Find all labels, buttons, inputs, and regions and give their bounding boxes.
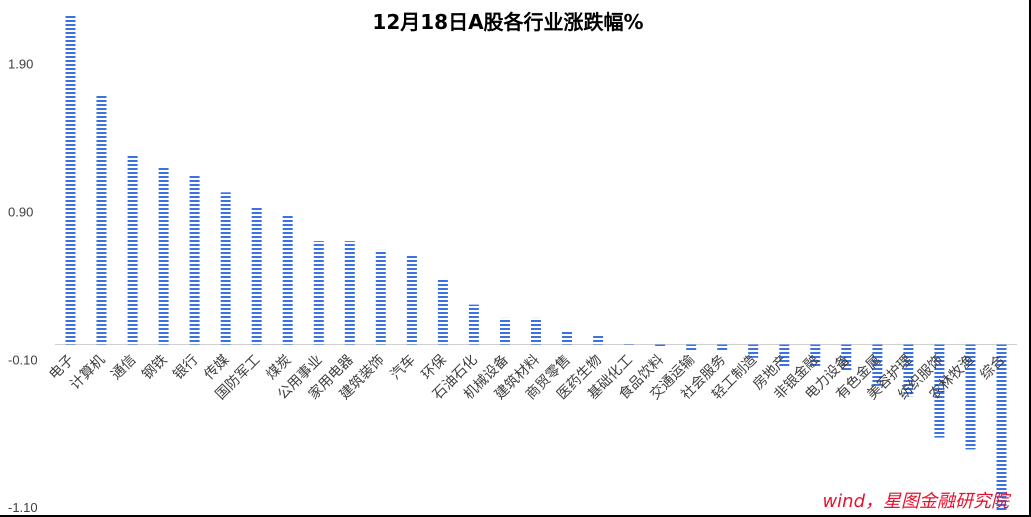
- bar: [282, 215, 293, 345]
- bar: [531, 317, 541, 345]
- bar: [965, 344, 976, 450]
- bar: [624, 343, 635, 345]
- x-category-label: 汽车: [387, 351, 419, 383]
- bar: [686, 344, 697, 352]
- bar: [655, 344, 666, 348]
- bar: [65, 15, 76, 345]
- x-category-label: 银行: [170, 352, 201, 383]
- bar: [127, 155, 138, 345]
- y-tick-label: 0.90: [8, 205, 33, 220]
- bar: [717, 344, 728, 352]
- bar: [189, 176, 200, 345]
- bar: [313, 241, 324, 345]
- bar: [220, 192, 231, 345]
- bar: [593, 335, 604, 345]
- bar: [996, 344, 1007, 510]
- bar: [841, 344, 852, 372]
- bar: [96, 94, 107, 345]
- bar: [903, 344, 914, 397]
- bar: [810, 344, 821, 367]
- y-tick-label: -1.10: [8, 500, 38, 515]
- bar: [934, 344, 945, 438]
- chart-title: 12月18日A股各行业涨跌幅%: [372, 10, 644, 34]
- y-tick-label: -0.10: [8, 352, 38, 367]
- bar: [468, 304, 479, 345]
- y-tick-label: 1.90: [8, 57, 33, 72]
- bar: [779, 344, 790, 367]
- bar: [158, 167, 169, 345]
- source-credit: wind，星图金融研究院: [822, 491, 1009, 512]
- x-category-label: 计算机: [67, 352, 108, 393]
- bar: [251, 207, 262, 345]
- bar: [872, 344, 883, 386]
- x-category-label: 钢铁: [139, 352, 170, 383]
- bar: [437, 278, 448, 345]
- bar: [500, 317, 510, 345]
- bar: [406, 254, 417, 345]
- bar: [748, 344, 759, 358]
- bar: [375, 249, 386, 345]
- x-category-label: 通信: [108, 352, 139, 383]
- bar: [562, 331, 572, 345]
- bar: [344, 241, 355, 345]
